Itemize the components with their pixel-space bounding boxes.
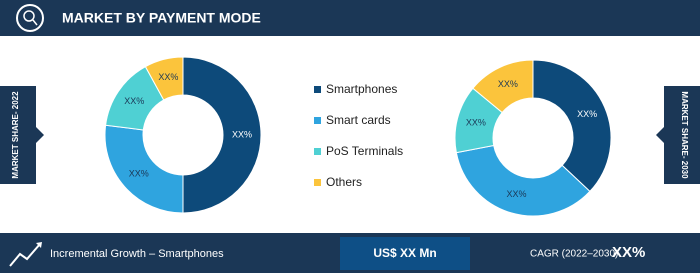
donut-segment xyxy=(104,124,184,214)
header-icon xyxy=(16,4,44,32)
legend-label: Smartphones xyxy=(326,82,397,96)
value-box xyxy=(340,237,470,270)
header-icon xyxy=(23,10,35,22)
side-tab-arrow xyxy=(36,127,44,143)
chart-title: MARKET SHARE- 2030 xyxy=(680,91,689,179)
header-band xyxy=(0,0,700,36)
chart-title: MARKET SHARE- 2022 xyxy=(11,91,20,179)
data-label: XX% xyxy=(507,189,527,199)
side-tab-arrow xyxy=(656,127,664,143)
growth-value: US$ XX Mn xyxy=(373,246,436,260)
cagr-value: XX% xyxy=(612,244,645,261)
side-tab xyxy=(664,86,700,184)
growth-label: Incremental Growth – Smartphones xyxy=(50,248,224,260)
donut-segment xyxy=(455,144,591,217)
data-label: XX% xyxy=(129,168,149,178)
legend-label: Smart cards xyxy=(326,113,391,127)
data-label: XX% xyxy=(124,96,144,106)
legend-label: Others xyxy=(326,175,362,189)
header-title: MARKET BY PAYMENT MODE xyxy=(62,10,261,26)
donut-segment xyxy=(144,56,184,101)
legend-swatch xyxy=(314,179,321,186)
legend-swatch xyxy=(314,117,321,124)
donut-segment xyxy=(182,56,262,214)
donut-segment xyxy=(532,59,612,193)
data-label: XX% xyxy=(232,129,252,139)
data-label: XX% xyxy=(158,72,178,82)
header-icon xyxy=(32,19,38,26)
data-label: XX% xyxy=(577,109,597,119)
data-label: XX% xyxy=(466,118,486,128)
legend-swatch xyxy=(314,86,321,93)
donut-segment xyxy=(472,59,534,114)
data-label: XX% xyxy=(498,79,518,89)
side-tab xyxy=(0,86,36,184)
legend-label: PoS Terminals xyxy=(326,144,403,158)
cagr-label: CAGR (2022–2030) xyxy=(530,249,618,260)
growth-icon xyxy=(9,243,41,267)
legend-swatch xyxy=(314,148,321,155)
growth-icon xyxy=(36,242,42,248)
